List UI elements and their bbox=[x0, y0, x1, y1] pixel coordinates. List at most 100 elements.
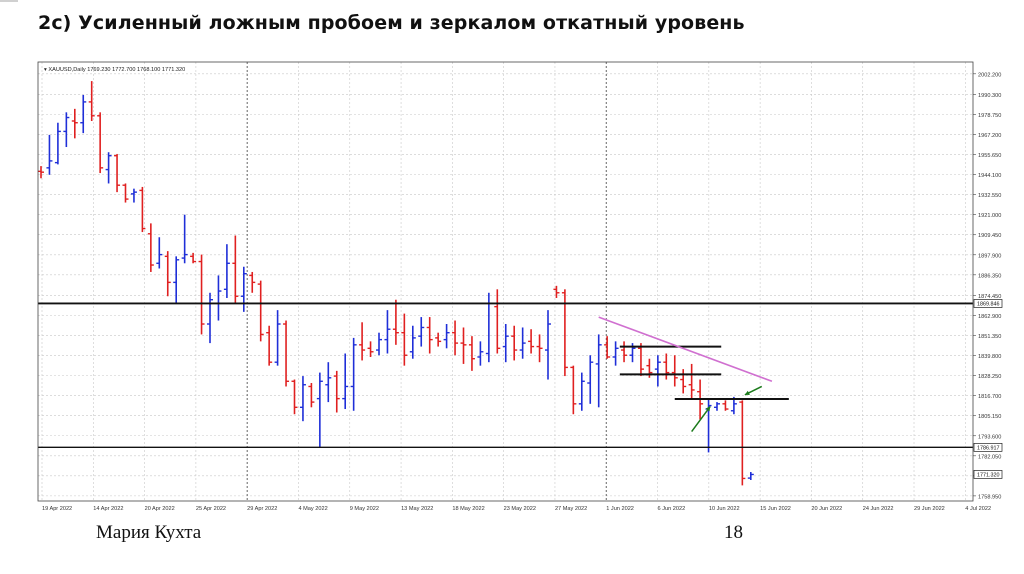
candle bbox=[477, 341, 484, 366]
candle bbox=[257, 280, 264, 342]
price-label-box bbox=[973, 443, 1003, 452]
candle bbox=[114, 153, 121, 193]
candle bbox=[122, 183, 129, 203]
candle bbox=[418, 317, 425, 347]
candle bbox=[553, 285, 560, 298]
candle bbox=[215, 275, 222, 321]
candle bbox=[663, 353, 670, 380]
candle bbox=[511, 325, 518, 361]
price-label-box bbox=[973, 470, 1003, 479]
page-number: 18 bbox=[724, 522, 743, 543]
candle bbox=[384, 310, 391, 354]
candle bbox=[409, 325, 416, 359]
candle bbox=[680, 369, 687, 394]
candle bbox=[460, 327, 467, 364]
candle bbox=[401, 313, 408, 366]
candle bbox=[671, 355, 678, 387]
candle bbox=[392, 299, 399, 345]
author-name: Мария Кухта bbox=[96, 522, 202, 543]
candle bbox=[130, 188, 137, 203]
candle bbox=[519, 327, 526, 359]
chart-grid bbox=[38, 62, 973, 501]
x-tick-label: 1 Jun 2022 bbox=[606, 506, 634, 512]
candle bbox=[747, 472, 754, 481]
y-tick-label: 1782.050 bbox=[978, 454, 1001, 460]
x-tick-label: 6 Jun 2022 bbox=[658, 506, 686, 512]
arrow-retest bbox=[744, 385, 763, 396]
candle bbox=[528, 329, 535, 354]
candle bbox=[333, 370, 340, 413]
candle bbox=[283, 320, 290, 387]
y-tick-label: 1816.700 bbox=[978, 394, 1001, 400]
candle bbox=[249, 271, 256, 293]
candle bbox=[561, 289, 568, 377]
candle bbox=[325, 362, 332, 403]
annotations bbox=[598, 316, 789, 433]
candle bbox=[637, 343, 644, 377]
candle bbox=[164, 251, 171, 297]
candle bbox=[46, 134, 53, 175]
candle bbox=[426, 317, 433, 354]
candle bbox=[308, 383, 315, 408]
candle bbox=[376, 332, 382, 356]
price-label: 1786.917 bbox=[977, 446, 999, 452]
y-tick-label: 1874.450 bbox=[978, 294, 1001, 300]
candle bbox=[443, 324, 450, 349]
candle bbox=[739, 400, 746, 486]
slide-title: 2c) Усиленный ложным пробоем и зеркалом … bbox=[38, 12, 745, 34]
candle bbox=[97, 112, 104, 174]
candle bbox=[173, 256, 180, 304]
candle bbox=[190, 252, 197, 264]
candle bbox=[545, 310, 551, 380]
price-chart-svg: 2002.200 1990.300 1978.750 1967.200 1955.650… bbox=[37, 61, 1003, 512]
x-tick-label: 25 Apr 2022 bbox=[196, 506, 226, 512]
corner-mark bbox=[0, 0, 18, 2]
candle bbox=[621, 341, 628, 363]
candle bbox=[38, 166, 44, 179]
descending-trendline bbox=[598, 316, 773, 383]
candle bbox=[147, 223, 154, 272]
candle bbox=[156, 237, 163, 269]
candle bbox=[468, 336, 475, 371]
candle bbox=[587, 355, 594, 404]
candle bbox=[71, 108, 78, 139]
x-tick-label: 14 Apr 2022 bbox=[93, 506, 123, 512]
price-chart: 2002.200 1990.300 1978.750 1967.200 1955.650… bbox=[36, 60, 1020, 518]
x-tick-label: 9 May 2022 bbox=[350, 506, 379, 512]
candle bbox=[714, 402, 720, 411]
candle bbox=[80, 94, 87, 134]
x-tick-label: 4 Jul 2022 bbox=[965, 506, 991, 512]
y-tick-label: 1990.300 bbox=[978, 93, 1001, 99]
price-label: 1771.320 bbox=[977, 473, 999, 479]
candle bbox=[207, 292, 213, 344]
arrow-shaft bbox=[691, 405, 711, 433]
x-tick-label: 20 Jun 2022 bbox=[811, 506, 842, 512]
candle bbox=[435, 332, 442, 347]
plot-frame bbox=[37, 61, 974, 502]
candle bbox=[359, 322, 366, 361]
y-tick-label: 1967.200 bbox=[978, 133, 1001, 139]
x-tick-label: 27 May 2022 bbox=[555, 506, 587, 512]
candle bbox=[367, 341, 374, 357]
candle bbox=[595, 334, 602, 408]
y-tick-label: 1886.350 bbox=[978, 273, 1001, 279]
levels bbox=[38, 302, 973, 449]
candle bbox=[88, 81, 95, 121]
y-tick-label: 1851.350 bbox=[978, 334, 1001, 340]
x-tick-label: 13 May 2022 bbox=[401, 506, 433, 512]
x-tick-label: 23 May 2022 bbox=[504, 506, 536, 512]
x-tick-label: 29 Jun 2022 bbox=[914, 506, 945, 512]
candle bbox=[105, 152, 112, 184]
axes: 2002.200 1990.300 1978.750 1967.200 1955.650… bbox=[37, 61, 1003, 512]
candle bbox=[494, 289, 501, 354]
x-tick-label: 29 Apr 2022 bbox=[247, 506, 277, 512]
candle bbox=[266, 325, 273, 366]
price-label: 1869.846 bbox=[977, 302, 999, 308]
candle bbox=[502, 324, 509, 363]
candle bbox=[570, 365, 577, 415]
x-tick-label: 19 Apr 2022 bbox=[42, 506, 72, 512]
x-tick-label: 15 Jun 2022 bbox=[760, 506, 791, 512]
y-tick-label: 1921.000 bbox=[978, 213, 1001, 219]
candle bbox=[181, 214, 188, 264]
candle bbox=[604, 336, 611, 359]
